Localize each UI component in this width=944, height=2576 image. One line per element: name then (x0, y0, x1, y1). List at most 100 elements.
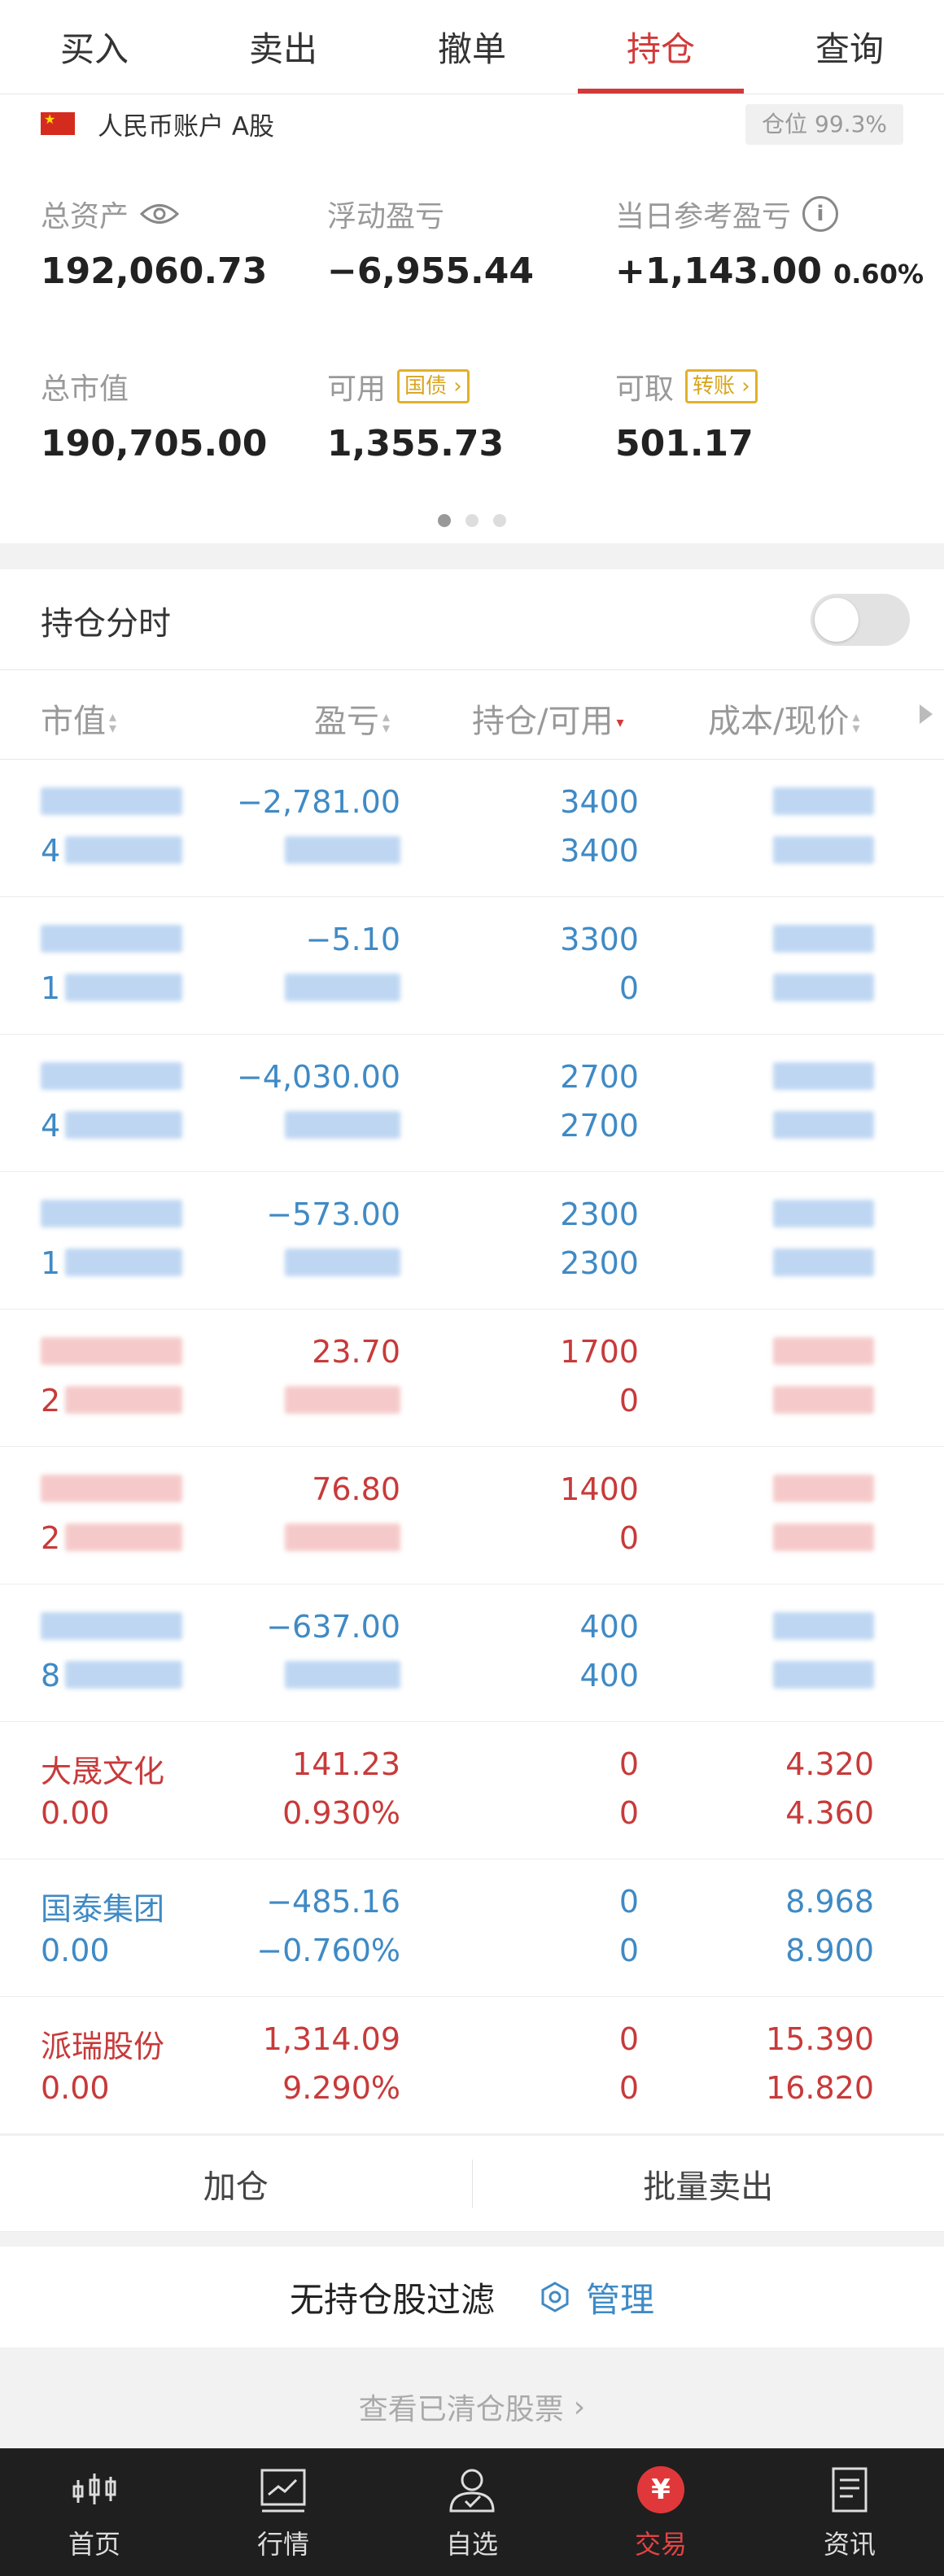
redacted-code-hint: 1 (41, 970, 61, 1006)
holding-quantity: 0 (618, 2021, 639, 2057)
pl-percent: 9.290% (282, 2070, 400, 2106)
daily-pl-label: 当日参考盈亏 (615, 200, 792, 233)
sort-icon: ▴ ▾ (109, 708, 117, 737)
available-quantity: 0 (618, 1383, 639, 1419)
holding-quantity: 3300 (560, 922, 639, 957)
info-icon[interactable]: i (802, 196, 839, 232)
redacted-pl-percent (285, 836, 400, 864)
column-cost-price[interactable]: 成本/现价 ▴ ▾ (708, 703, 860, 740)
page-dot (465, 514, 479, 527)
column-profit-loss[interactable]: 盈亏 ▴ ▾ (314, 703, 391, 740)
profit-loss: −2,781.00 (236, 784, 400, 820)
redacted-current-price (773, 1249, 874, 1276)
available-quantity: 3400 (560, 833, 639, 869)
available-quantity: 2700 (560, 1108, 639, 1144)
redacted-stock-name (41, 1612, 182, 1640)
total-assets-value: 192,060.73 (41, 251, 268, 292)
market-value-label: 总市值 (41, 373, 129, 406)
redacted-stock-name (41, 1062, 182, 1090)
redacted-market-value (65, 1523, 182, 1551)
holding-quantity: 0 (618, 1884, 639, 1920)
redacted-current-price (773, 1661, 874, 1689)
table-row[interactable]: 8 −637.00 400 400 (0, 1584, 944, 1722)
nav-news[interactable]: 资讯 (755, 2448, 944, 2576)
treasury-bond-link[interactable]: 国债 › (397, 369, 470, 403)
tab-cancel-order[interactable]: 撤单 (437, 29, 506, 69)
sort-desc-icon: ▾ (616, 714, 624, 731)
available-quantity: 0 (618, 2070, 639, 2106)
total-assets: 总资产 192,060.73 (41, 194, 267, 292)
tab-sell[interactable]: 卖出 (248, 29, 317, 69)
table-row[interactable]: 大晟文化 0.00 0.930% 4.320 4.360 141.23 0 0 (0, 1722, 944, 1859)
nav-market[interactable]: 行情 (189, 2448, 378, 2576)
manage-button[interactable]: 管理 (539, 2273, 654, 2322)
table-row[interactable]: 2 23.70 1700 0 (0, 1310, 944, 1447)
holding-timeshare-label: 持仓分时 (41, 605, 171, 643)
holding-quantity: 1700 (560, 1334, 639, 1370)
available-quantity: 0 (618, 1520, 639, 1556)
withdrawable-value: 501.17 (615, 423, 754, 464)
redacted-code-hint: 2 (41, 1520, 61, 1556)
redacted-cost-price (773, 1612, 874, 1640)
holding-quantity: 2300 (560, 1196, 639, 1232)
table-row[interactable]: 派瑞股份 0.00 9.290% 15.390 16.820 1,314.09 0 0 (0, 1997, 944, 2134)
redacted-code-hint: 8 (41, 1658, 61, 1693)
tab-query[interactable]: 查询 (815, 29, 884, 69)
column-quantity[interactable]: 持仓/可用 ▾ (472, 703, 624, 740)
redacted-pl-percent (285, 1111, 400, 1139)
nav-trade[interactable]: ¥ 交易 (566, 2448, 755, 2576)
account-bar[interactable]: ★ 人民币账户 A股 仓位 99.3% (0, 94, 944, 158)
table-row[interactable]: 4 −4,030.00 2700 2700 (0, 1035, 944, 1172)
redacted-current-price (773, 974, 874, 1001)
batch-sell-button[interactable]: 批量卖出 (643, 2168, 774, 2206)
current-price: 16.820 (766, 2070, 874, 2106)
tab-holdings[interactable]: 持仓 (566, 0, 755, 94)
cleared-stocks-link[interactable]: 查看已清仓股票 › (358, 2390, 586, 2427)
sort-icon: ▴ ▾ (382, 708, 391, 737)
table-row[interactable]: 1 −5.10 3300 0 (0, 897, 944, 1035)
document-icon (832, 2467, 868, 2512)
profit-loss: −4,030.00 (236, 1059, 400, 1095)
add-position-button[interactable]: 加仓 (203, 2168, 269, 2206)
holding-timeshare-toggle[interactable] (811, 594, 910, 646)
eye-icon[interactable] (140, 202, 180, 226)
transfer-link[interactable]: 转账 › (685, 369, 758, 403)
daily-pl-percent: 0.60% (833, 259, 924, 290)
table-row[interactable]: 1 −573.00 2300 2300 (0, 1172, 944, 1310)
available-value: 1,355.73 (327, 423, 505, 464)
redacted-stock-name (41, 787, 182, 815)
yen-icon: ¥ (637, 2465, 684, 2513)
redacted-current-price (773, 1523, 874, 1551)
top-tabs: 买入 卖出 撤单 持仓 查询 (0, 0, 944, 94)
table-row[interactable]: 4 −2,781.00 3400 3400 (0, 760, 944, 897)
bottom-nav: 首页 行情 自选 ¥ 交易 资讯 (0, 2448, 944, 2576)
tab-buy[interactable]: 买入 (59, 29, 129, 69)
redacted-code-hint: 4 (41, 1108, 61, 1144)
redacted-pl-percent (285, 974, 400, 1001)
nav-home[interactable]: 首页 (0, 2448, 189, 2576)
column-market-value[interactable]: 市值 ▴ ▾ (41, 703, 117, 740)
gear-icon (541, 2282, 569, 2312)
table-row[interactable]: 国泰集团 0.00 −0.760% 8.968 8.900 −485.16 0 0 (0, 1859, 944, 1997)
redacted-market-value (65, 836, 182, 864)
market-value: 0.00 (41, 1933, 110, 1968)
nav-watchlist[interactable]: 自选 (378, 2448, 566, 2576)
available-funds: 可用 国债 › 1,355.73 (327, 366, 504, 464)
redacted-cost-price (773, 925, 874, 952)
stock-name: 大晟文化 (41, 1754, 165, 1789)
holding-quantity: 1400 (560, 1471, 639, 1507)
redacted-market-value (65, 1249, 182, 1276)
redacted-cost-price (773, 1200, 874, 1227)
redacted-pl-percent (285, 1249, 400, 1276)
toggle-knob (815, 598, 859, 642)
pl-percent: −0.760% (256, 1933, 400, 1968)
redacted-stock-name (41, 925, 182, 952)
redacted-code-hint: 1 (41, 1245, 61, 1281)
stock-name: 国泰集团 (41, 1891, 165, 1927)
redacted-market-value (65, 974, 182, 1001)
table-row[interactable]: 2 76.80 1400 0 (0, 1447, 944, 1584)
scroll-right-icon[interactable] (920, 704, 933, 724)
position-ratio-badge: 仓位 99.3% (745, 104, 903, 145)
withdrawable-funds: 可取 转账 › 501.17 (615, 366, 758, 464)
daily-pl: 当日参考盈亏 i +1,143.00 0.60% (615, 194, 924, 292)
